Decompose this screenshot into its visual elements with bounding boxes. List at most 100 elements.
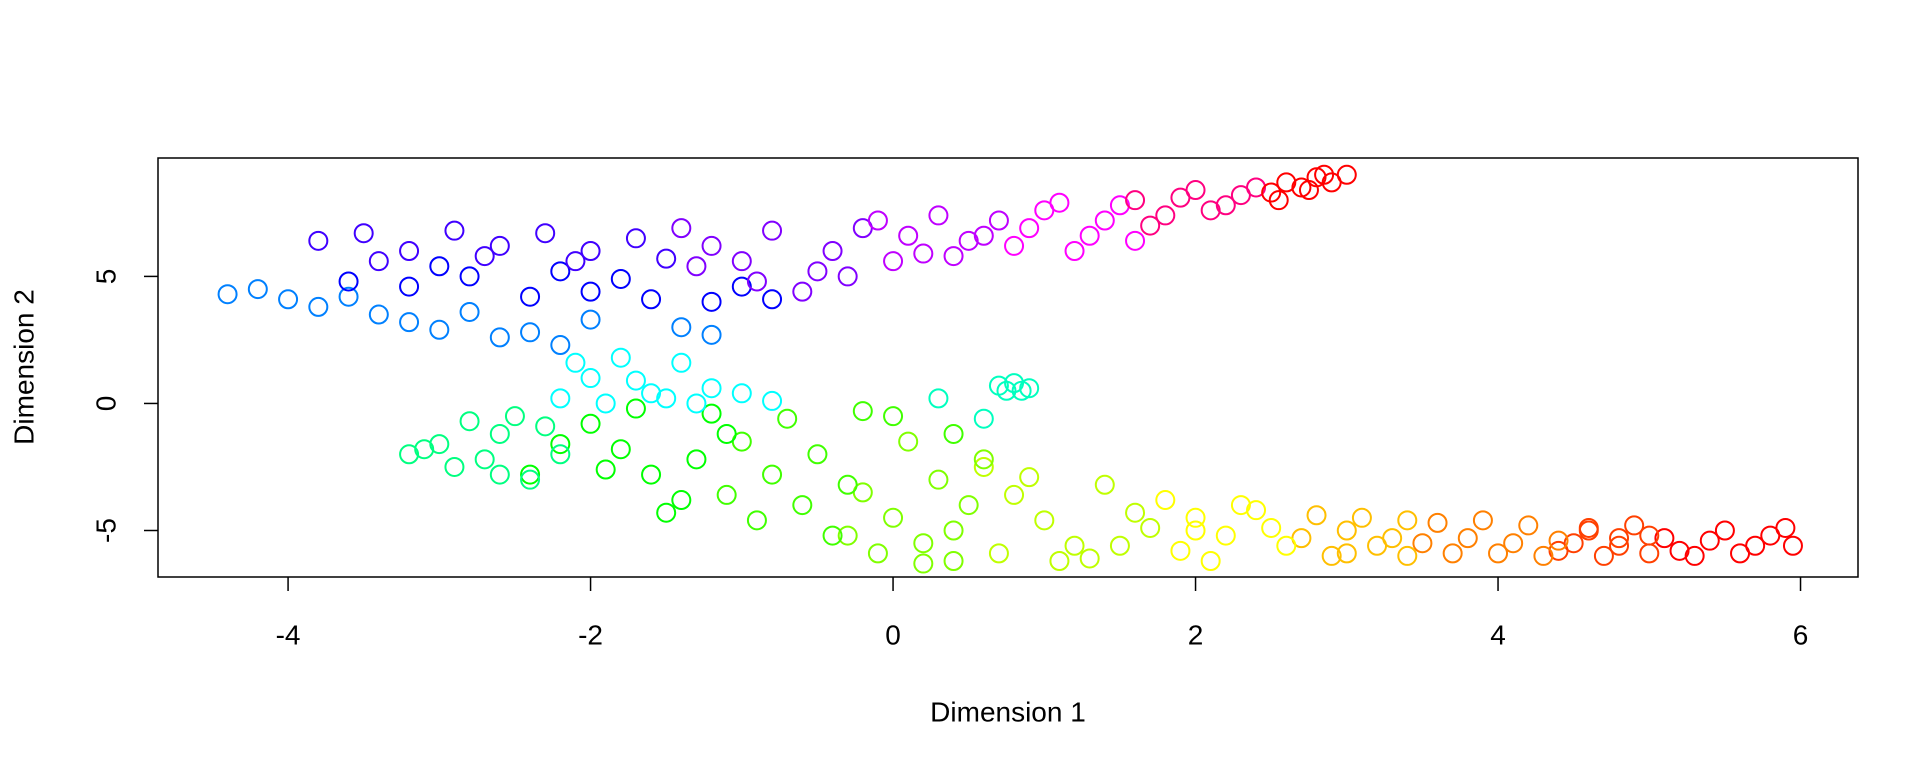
point: [1684, 545, 1705, 566]
y-tick-label: 5: [90, 269, 121, 285]
point: [746, 510, 767, 531]
point: [444, 220, 465, 241]
point: [762, 390, 783, 411]
point: [671, 218, 692, 239]
point: [1019, 467, 1040, 488]
point: [1094, 210, 1115, 231]
point: [1397, 510, 1418, 531]
point: [1170, 540, 1191, 561]
point: [368, 251, 389, 272]
point: [535, 416, 556, 437]
point: [1004, 373, 1025, 394]
point: [580, 368, 601, 389]
point: [731, 276, 752, 297]
point: [1518, 515, 1539, 536]
point: [1064, 535, 1085, 556]
point: [399, 444, 420, 465]
point: [1109, 535, 1130, 556]
point: [1472, 510, 1493, 531]
point: [1412, 533, 1433, 554]
point: [520, 464, 541, 485]
point: [1261, 517, 1282, 538]
point: [278, 289, 299, 310]
point: [625, 370, 646, 391]
point: [1578, 517, 1599, 538]
point: [1336, 520, 1357, 541]
point: [807, 444, 828, 465]
point: [580, 413, 601, 434]
point: [1125, 502, 1146, 523]
point: [414, 439, 435, 460]
point: [641, 289, 662, 310]
point: [686, 393, 707, 414]
point: [520, 469, 541, 490]
point: [489, 464, 510, 485]
point: [837, 525, 858, 546]
point: [247, 279, 268, 300]
point: [641, 464, 662, 485]
x-axis-label: Dimension 1: [930, 696, 1086, 727]
point: [489, 423, 510, 444]
point: [928, 469, 949, 490]
point: [308, 296, 329, 317]
point: [1782, 535, 1803, 556]
point: [746, 271, 767, 292]
point: [943, 246, 964, 267]
point: [308, 230, 329, 251]
point: [988, 210, 1009, 231]
point: [1079, 548, 1100, 569]
point: [1034, 510, 1055, 531]
point: [520, 322, 541, 343]
point: [474, 246, 495, 267]
plot-frame: [157, 157, 1859, 578]
point: [1011, 380, 1032, 401]
point: [1699, 530, 1720, 551]
point: [429, 256, 450, 277]
point: [399, 312, 420, 333]
point: [716, 484, 737, 505]
point: [1745, 535, 1766, 556]
point: [1548, 540, 1569, 561]
point: [399, 276, 420, 297]
point: [489, 327, 510, 348]
point: [671, 352, 692, 373]
point: [580, 240, 601, 261]
point: [958, 230, 979, 251]
point: [762, 220, 783, 241]
point: [867, 543, 888, 564]
point: [1488, 543, 1509, 564]
point: [1125, 190, 1146, 211]
point: [1125, 230, 1146, 251]
point: [1094, 474, 1115, 495]
point: [777, 408, 798, 429]
point: [686, 256, 707, 277]
point: [958, 495, 979, 516]
point: [1109, 195, 1130, 216]
point: [1004, 235, 1025, 256]
x-tick-label: 6: [1793, 619, 1809, 650]
point: [459, 266, 480, 287]
point: [353, 223, 374, 244]
point: [1639, 543, 1660, 564]
point: [1185, 507, 1206, 528]
point: [1593, 545, 1614, 566]
point: [1442, 543, 1463, 564]
point: [671, 490, 692, 511]
point: [1019, 218, 1040, 239]
point: [1268, 190, 1289, 211]
x-tick-label: 0: [885, 619, 901, 650]
point: [625, 398, 646, 419]
point: [837, 266, 858, 287]
y-axis-label: Dimension 2: [8, 289, 39, 445]
point: [1336, 543, 1357, 564]
point: [656, 388, 677, 409]
point: [701, 291, 722, 312]
point: [580, 281, 601, 302]
point: [656, 248, 677, 269]
point: [550, 388, 571, 409]
point: [338, 286, 359, 307]
point: [1004, 484, 1025, 505]
point: [1775, 517, 1796, 538]
point: [822, 525, 843, 546]
point: [504, 406, 525, 427]
